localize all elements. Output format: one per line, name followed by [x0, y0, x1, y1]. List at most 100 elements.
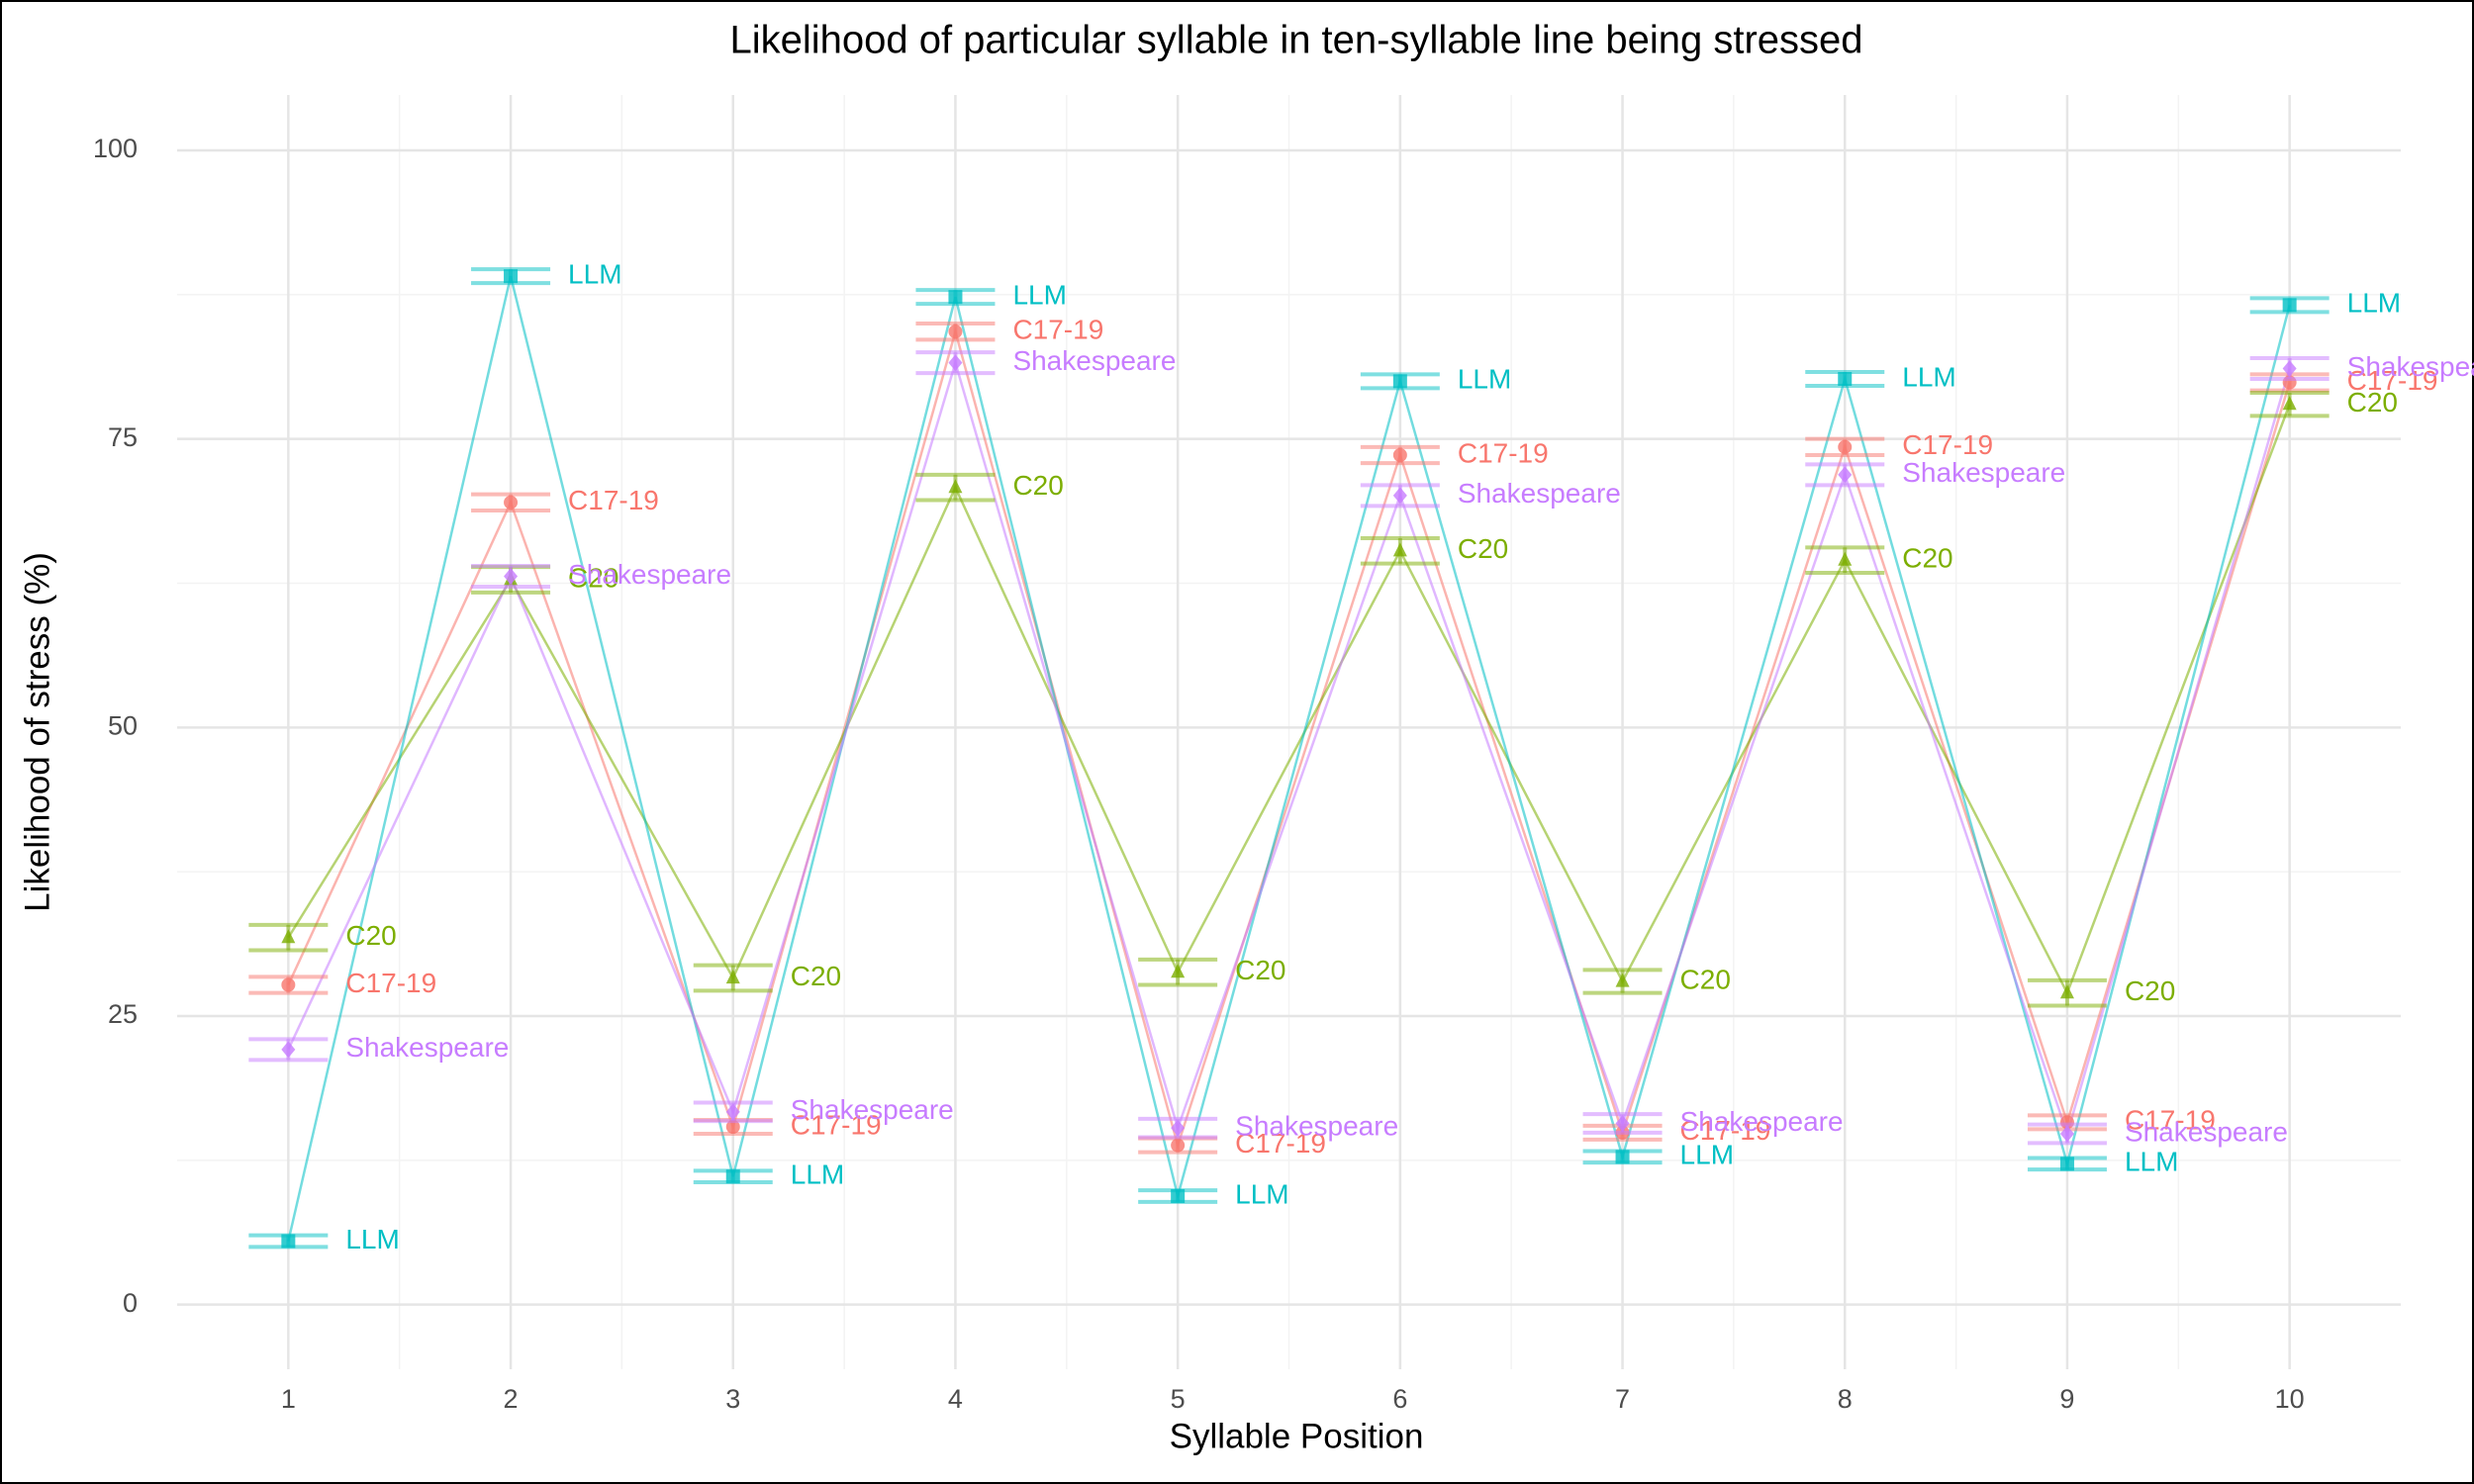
point: [725, 970, 740, 984]
point-label: LLM: [2125, 1147, 2178, 1177]
point-label: C20: [568, 562, 618, 593]
point-label: Shakespeare: [1235, 1111, 1398, 1142]
point: [1392, 542, 1407, 557]
point: [725, 1103, 740, 1121]
x-tick-label: 10: [2275, 1384, 2305, 1414]
x-tick-label: 3: [725, 1384, 740, 1414]
point: [1838, 372, 1853, 386]
x-tick-label: 9: [2059, 1384, 2074, 1414]
point-label: C20: [1902, 543, 1952, 574]
point-label: C20: [791, 961, 841, 991]
point: [1615, 1115, 1630, 1132]
point-label: LLM: [791, 1159, 844, 1190]
y-axis-title: Likelihood of stress (%): [18, 552, 56, 912]
x-tick-label: 8: [1838, 1384, 1853, 1414]
point-label: C17-19: [791, 1109, 882, 1140]
point: [1838, 551, 1853, 566]
point-label: Shakespeare: [791, 1094, 954, 1125]
x-tick-label: 1: [281, 1384, 296, 1414]
point: [725, 1169, 740, 1184]
x-tick-label: 4: [948, 1384, 963, 1414]
series-line: [287, 326, 2291, 1151]
point-label: C20: [2125, 975, 2175, 1006]
y-tick-label: 75: [108, 422, 138, 452]
point: [504, 495, 519, 510]
point-label: C20: [1012, 470, 1063, 501]
y-tick-label: 50: [108, 710, 138, 740]
point-label: C17-19: [1680, 1115, 1771, 1146]
point-label: Shakespeare: [1902, 457, 2065, 488]
point: [948, 290, 963, 305]
point: [2059, 1125, 2074, 1143]
point-label: C20: [2347, 387, 2398, 417]
y-tick-label: 25: [108, 999, 138, 1029]
point-label: Shakespeare: [2125, 1116, 2288, 1147]
point: [1171, 1119, 1186, 1137]
chart-title: Likelihood of particular syllable in ten…: [729, 19, 1862, 62]
y-tick-label: 0: [123, 1288, 138, 1318]
point-label: C17-19: [568, 485, 659, 515]
point: [1615, 973, 1630, 987]
point: [1171, 1189, 1186, 1203]
point: [2282, 396, 2297, 411]
point-label: C17-19: [1012, 315, 1103, 345]
point-label: C17-19: [2125, 1105, 2216, 1136]
point-label: Shakespeare: [1680, 1106, 1844, 1137]
point: [1838, 439, 1853, 454]
point-label: C20: [345, 920, 396, 951]
point: [948, 325, 963, 339]
point-label: C17-19: [1902, 429, 1993, 460]
x-tick-label: 2: [504, 1384, 519, 1414]
point: [281, 977, 296, 992]
point: [281, 1234, 296, 1249]
point: [725, 1120, 740, 1134]
series-line: [287, 358, 2291, 1139]
point: [1392, 448, 1407, 462]
point-label: LLM: [1235, 1178, 1288, 1209]
point-label: Shakespeare: [1012, 345, 1176, 376]
point-label: Shakespeare: [2347, 351, 2474, 382]
point: [1615, 1150, 1630, 1164]
y-tick-label: 100: [93, 134, 138, 163]
x-tick-label: 7: [1615, 1384, 1630, 1414]
point-label: LLM: [1680, 1140, 1734, 1170]
x-axis-title: Syllable Position: [1170, 1417, 1424, 1455]
point-label: LLM: [568, 259, 621, 290]
point-label: LLM: [345, 1224, 399, 1254]
x-tick-label: 5: [1171, 1384, 1186, 1414]
point-label: LLM: [1902, 361, 1955, 392]
point-label: LLM: [2347, 288, 2401, 319]
point-label: C17-19: [1458, 437, 1549, 468]
point: [1838, 466, 1853, 484]
point-label: LLM: [1458, 364, 1511, 395]
point: [2059, 984, 2074, 999]
point-label: C17-19: [2347, 365, 2438, 396]
x-tick-label: 6: [1392, 1384, 1407, 1414]
point: [1392, 374, 1407, 389]
point: [948, 354, 963, 372]
series-line: [287, 275, 2291, 1242]
point-label: C17-19: [1235, 1128, 1326, 1159]
point-label: C20: [1680, 964, 1731, 994]
point-label: Shakespeare: [345, 1032, 509, 1063]
point: [2282, 360, 2297, 377]
point: [504, 269, 519, 284]
point-label: C20: [1458, 533, 1508, 564]
point-label: Shakespeare: [1458, 478, 1621, 509]
point: [2059, 1157, 2074, 1171]
point-label: C17-19: [345, 968, 436, 998]
series-line: [287, 404, 2291, 996]
point-label: C20: [1235, 955, 1285, 985]
point: [2282, 298, 2297, 313]
point: [948, 479, 963, 494]
point-label: Shakespeare: [568, 559, 731, 590]
point: [504, 568, 519, 585]
point: [1171, 964, 1186, 978]
point-label: LLM: [1012, 280, 1066, 311]
point: [1392, 487, 1407, 505]
point: [1171, 1138, 1186, 1153]
point: [281, 1041, 296, 1059]
